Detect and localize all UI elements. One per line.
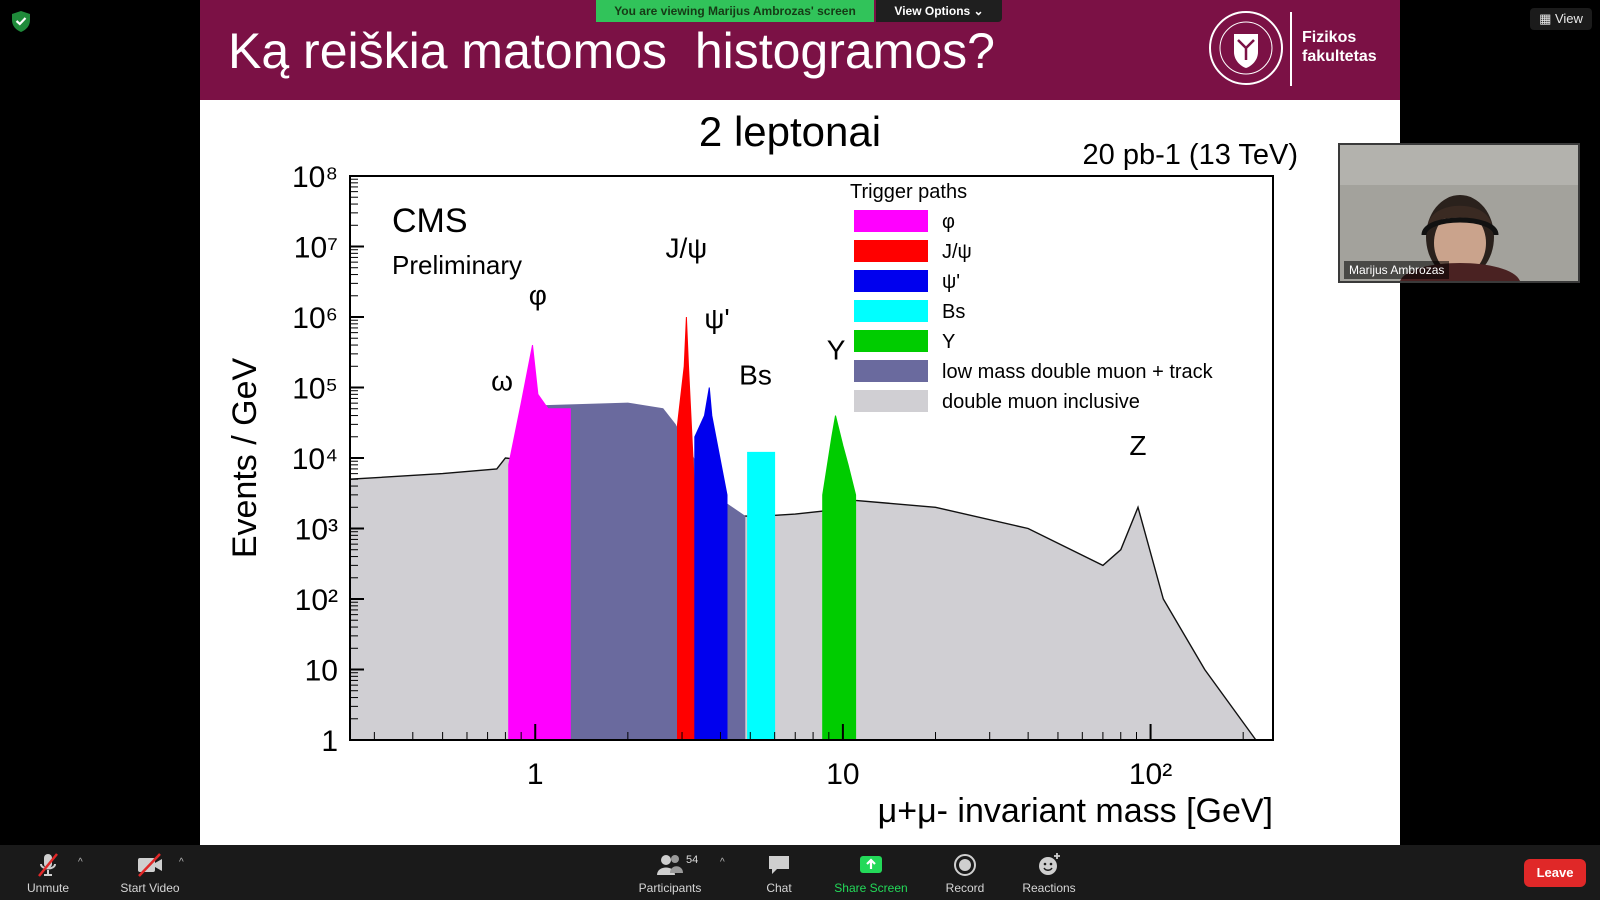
security-shield-icon[interactable] — [9, 9, 33, 33]
participant-video-tile[interactable]: Marijus Ambrozas — [1338, 143, 1580, 283]
slide-title: Ką reiškia matomos histogramos? — [228, 23, 995, 79]
legend-swatch — [854, 210, 928, 232]
y-tick-label: 10⁷ — [294, 232, 338, 265]
chat-button[interactable]: Chat — [745, 845, 813, 900]
share-screen-button[interactable]: Share Screen — [826, 845, 916, 900]
series-area-3-j- — [677, 316, 696, 741]
legend-entry: φ — [942, 211, 955, 233]
share-screen-label: Share Screen — [834, 881, 908, 895]
grid-icon: ▦ — [1539, 11, 1552, 26]
participants-count: 54 — [686, 854, 699, 866]
share-screen-icon — [860, 856, 882, 873]
y-axis-label: Events / GeV — [226, 358, 264, 559]
peak-annotation: ψ' — [704, 303, 729, 334]
y-tick-label: 10⁶ — [292, 302, 338, 335]
video-off-icon — [138, 853, 162, 877]
legend-title: Trigger paths — [850, 181, 967, 203]
y-tick-label: 10⁵ — [292, 373, 338, 406]
legend-swatch — [854, 330, 928, 352]
record-label: Record — [945, 881, 985, 895]
chat-icon — [769, 856, 789, 874]
participants-options-caret[interactable]: ^ — [720, 857, 725, 868]
university-seal-logo — [1209, 11, 1283, 85]
x-axis-label: μ+μ- invariant mass [GeV] — [878, 792, 1273, 830]
video-options-caret[interactable]: ^ — [179, 857, 184, 868]
peak-annotation: Z — [1129, 430, 1146, 461]
y-tick-label: 1 — [321, 725, 338, 758]
legend-swatch — [854, 360, 928, 382]
series-area-2-- — [508, 345, 571, 741]
reactions-label: Reactions — [1022, 881, 1076, 895]
x-tick-label: 10² — [1129, 758, 1172, 791]
series-area-0-double-muon-inclusive — [349, 457, 1258, 741]
legend-entry: double muon inclusive — [942, 391, 1140, 413]
peak-annotation: ω — [491, 366, 513, 397]
participant-name: Marijus Ambrozas — [1344, 261, 1450, 279]
record-icon — [954, 854, 976, 876]
series-area-6-- — [822, 415, 857, 741]
series-area-5-bs — [747, 451, 776, 741]
view-options-button[interactable]: View Options ⌄ — [876, 0, 1002, 22]
participant-video — [1340, 145, 1578, 281]
x-tick-label: 1 — [527, 758, 544, 791]
legend-entry: J/ψ — [942, 241, 972, 263]
start-video-label: Start Video — [120, 881, 180, 895]
chart-subtitle: 2 leptonai — [699, 108, 881, 155]
view-button[interactable]: ▦ View — [1530, 8, 1592, 30]
unmute-label: Unmute — [26, 881, 70, 895]
y-tick-label: 10 — [305, 655, 338, 688]
peak-annotation: J/ψ — [666, 232, 708, 263]
logo-divider — [1290, 12, 1292, 86]
peak-annotation: Υ — [827, 334, 846, 365]
legend-swatch — [854, 240, 928, 262]
view-label: View — [1554, 11, 1583, 26]
meeting-toolbar: Unmute ^ Start Video ^ 54 Participants ^… — [0, 845, 1600, 900]
faculty-name: Fizikos fakultetas — [1302, 29, 1377, 65]
participants-button[interactable]: 54 Participants — [630, 845, 710, 900]
x-tick-label: 10 — [826, 758, 859, 791]
reactions-button[interactable]: Reactions — [1013, 845, 1085, 900]
participants-label: Participants — [638, 881, 702, 895]
audio-options-caret[interactable]: ^ — [78, 857, 83, 868]
leave-button[interactable]: Leave — [1524, 859, 1586, 887]
y-tick-label: 10⁸ — [292, 161, 338, 194]
start-video-button[interactable]: Start Video — [110, 845, 190, 900]
peak-annotation: φ — [529, 280, 547, 311]
peak-annotation: Bs — [739, 360, 772, 391]
y-tick-label: 10³ — [295, 514, 338, 547]
shared-screen-slide: Ką reiškia matomos histogramos? Fizikos … — [200, 0, 1400, 845]
legend-swatch — [854, 270, 928, 292]
screen-share-banner: You are viewing Marijus Ambrozas' screen — [596, 0, 874, 22]
reactions-icon — [1039, 853, 1060, 875]
record-button[interactable]: Record — [930, 845, 1000, 900]
luminosity-label: 20 pb-1 (13 TeV) — [1083, 139, 1299, 171]
legend-swatch — [854, 390, 928, 412]
experiment-sub-label: Preliminary — [392, 250, 522, 280]
series-area-4-- — [694, 387, 728, 741]
legend-entry: Bs — [942, 301, 965, 323]
participants-icon — [657, 855, 683, 875]
legend-entry: Υ — [942, 331, 955, 353]
legend-entry: ψ' — [942, 271, 960, 293]
y-tick-label: 10² — [295, 584, 338, 617]
experiment-label: CMS — [392, 202, 468, 240]
y-tick-label: 10⁴ — [292, 443, 338, 476]
legend-swatch — [854, 300, 928, 322]
legend-entry: low mass double muon + track — [942, 361, 1214, 383]
histogram-chart: 2 leptonai 20 pb-1 (13 TeV) 1 10 10² 10³ 10⁴… — [226, 108, 1299, 830]
microphone-muted-icon — [38, 853, 58, 877]
unmute-button[interactable]: Unmute — [18, 845, 78, 900]
chat-label: Chat — [766, 881, 792, 895]
